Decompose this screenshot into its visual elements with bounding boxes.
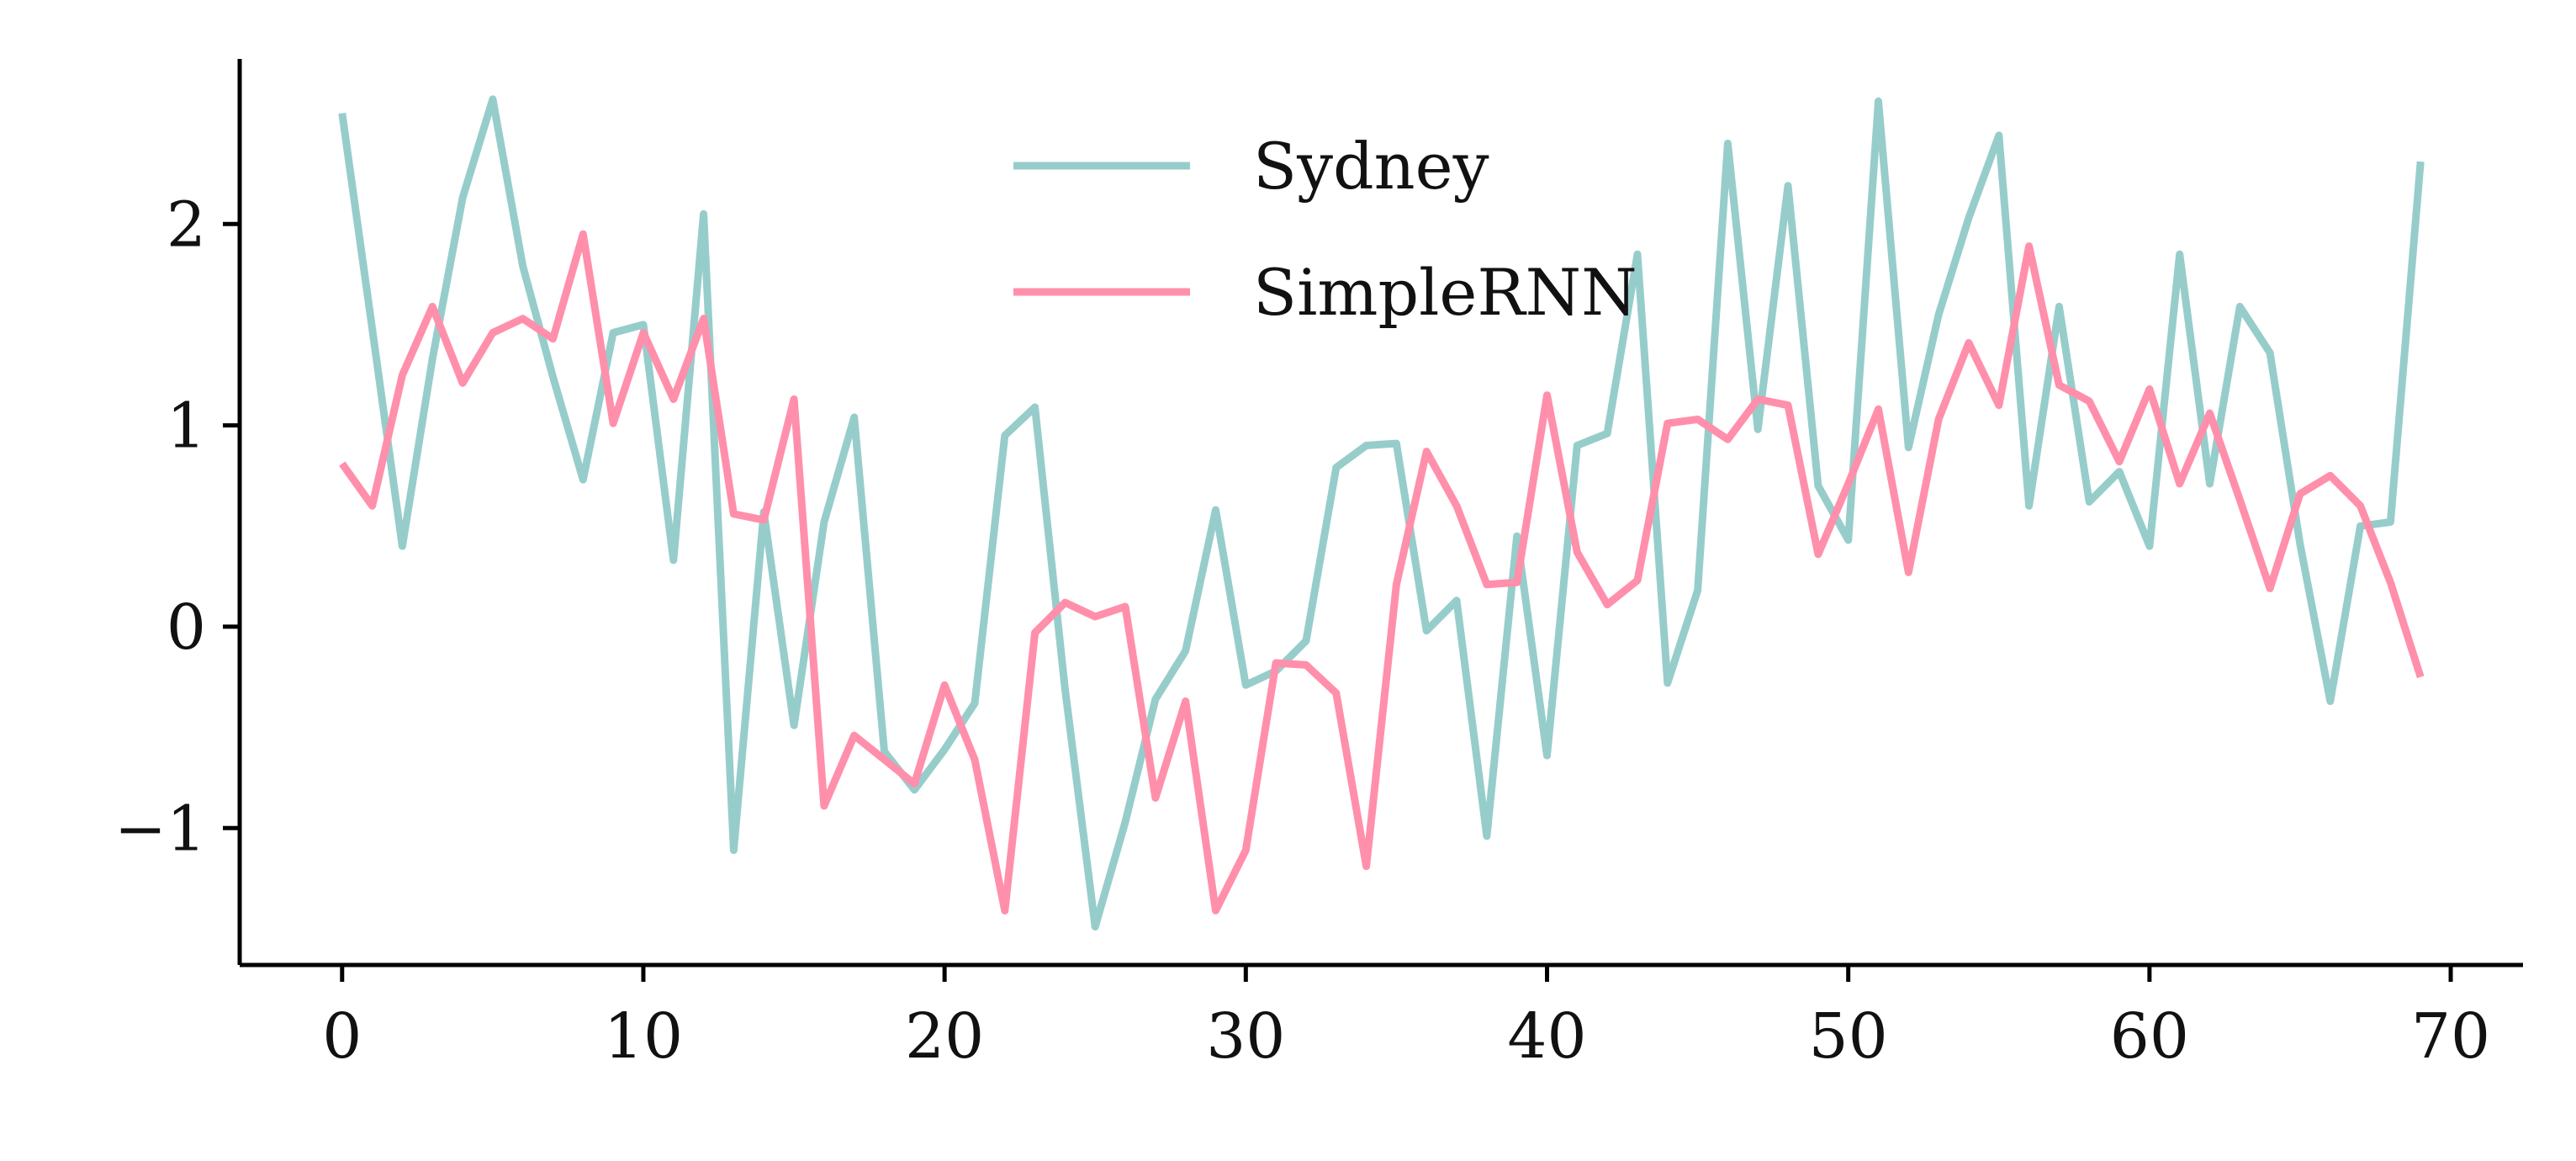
legend-label-sydney: Sydney [1253,129,1489,204]
x-tick-label: 60 [2110,1000,2189,1073]
legend: Sydney SimpleRNN [1013,129,1637,330]
x-tick-label: 0 [322,1000,362,1073]
y-tick-label: 1 [167,390,206,463]
x-tick-label: 30 [1206,1000,1285,1073]
y-axis-ticks: −1 0 1 2 [114,188,240,865]
x-tick-label: 50 [1809,1000,1888,1073]
x-tick-label: 20 [905,1000,984,1073]
y-tick-label: 0 [167,591,206,664]
legend-label-simplernn: SimpleRNN [1253,255,1637,330]
series-layer [338,95,2425,930]
series-line-simplernn [339,230,2425,914]
x-axis-ticks: 0 10 20 30 40 50 60 70 [322,965,2490,1073]
y-tick-label: −1 [114,793,206,865]
x-tick-label: 40 [1507,1000,1586,1073]
series-line-sydney [338,95,2425,930]
y-tick-label: 2 [167,188,206,261]
x-tick-label: 10 [604,1000,683,1073]
x-tick-label: 70 [2411,1000,2490,1073]
